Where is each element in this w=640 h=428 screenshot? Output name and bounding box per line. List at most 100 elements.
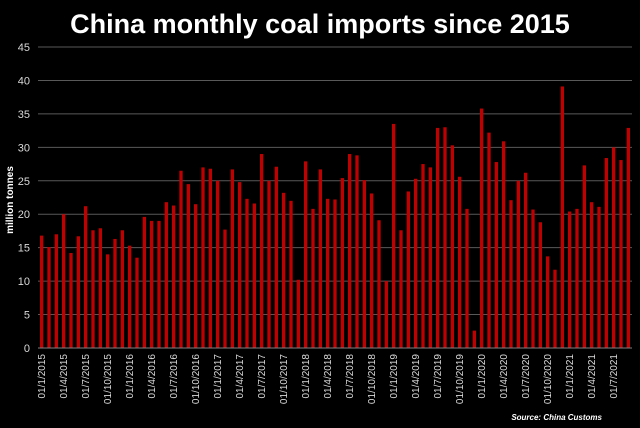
bar <box>76 236 80 348</box>
y-tick-label: 45 <box>18 42 30 54</box>
bar <box>406 191 410 348</box>
bar <box>260 154 264 348</box>
bar <box>582 165 586 348</box>
bar <box>296 279 300 348</box>
bar <box>326 198 330 348</box>
bar <box>560 86 564 348</box>
bar <box>289 200 293 348</box>
bar <box>98 228 102 348</box>
y-tick-label: 35 <box>18 109 30 121</box>
bar <box>194 204 198 348</box>
x-tick-label: 01/7/2017 <box>257 354 268 399</box>
x-tick-label: 01/10/2017 <box>279 354 290 404</box>
bar <box>54 234 58 348</box>
bar <box>164 202 168 348</box>
bar <box>84 206 88 348</box>
bar <box>370 193 374 348</box>
x-tick-label: 01/10/2015 <box>103 354 114 404</box>
x-tick-label: 01/4/2019 <box>411 354 422 399</box>
x-tick-label: 01/1/2016 <box>125 354 136 399</box>
x-tick-label: 01/1/2015 <box>37 354 48 399</box>
x-tick-label: 01/7/2021 <box>609 354 620 399</box>
bar <box>47 246 51 348</box>
x-tick-label: 01/10/2018 <box>367 354 378 404</box>
bar <box>509 200 513 348</box>
bar <box>311 208 315 348</box>
bar <box>516 180 520 348</box>
y-tick-label: 10 <box>18 276 30 288</box>
x-axis-ticks: 01/1/2015 01/4/2015 01/7/2015 01/10/2015 01/… <box>37 354 620 404</box>
bar <box>318 169 322 348</box>
bar <box>62 214 66 348</box>
bar <box>91 230 95 348</box>
x-tick-label: 01/10/2020 <box>543 354 554 404</box>
bar <box>392 123 396 348</box>
x-tick-label: 01/1/2021 <box>565 354 576 399</box>
bar <box>362 180 366 348</box>
y-axis-label: million tonnes <box>5 166 16 234</box>
bar <box>216 180 220 348</box>
x-tick-label: 01/4/2020 <box>499 354 510 399</box>
bar <box>612 147 616 348</box>
bar <box>340 178 344 348</box>
y-tick-label: 5 <box>24 310 30 322</box>
x-tick-label: 01/10/2016 <box>191 354 202 404</box>
x-tick-label: 01/4/2015 <box>59 354 70 399</box>
bar <box>399 230 403 348</box>
x-tick-label: 01/1/2017 <box>213 354 224 399</box>
bar <box>480 108 484 348</box>
bar <box>135 257 139 348</box>
bar <box>524 172 528 348</box>
bar <box>238 182 242 348</box>
chart-title: China monthly coal imports since 2015 <box>70 9 570 39</box>
bar <box>450 145 454 348</box>
bar-series <box>40 86 630 349</box>
y-axis-ticks: 0 5 10 15 20 25 30 35 40 45 <box>18 42 30 355</box>
bar <box>487 132 491 348</box>
bar <box>465 208 469 348</box>
bar <box>472 330 476 348</box>
bar <box>575 208 579 348</box>
x-tick-label: 01/4/2021 <box>587 354 598 399</box>
x-tick-label: 01/4/2017 <box>235 354 246 399</box>
x-tick-label: 01/1/2019 <box>389 354 400 399</box>
bar <box>502 141 506 348</box>
bar <box>443 127 447 349</box>
bar <box>230 169 234 348</box>
bar <box>223 229 227 348</box>
bar <box>597 206 601 348</box>
bar <box>128 245 132 348</box>
x-tick-label: 01/10/2019 <box>455 354 466 404</box>
bar <box>355 155 359 348</box>
bar <box>157 220 161 348</box>
bar <box>436 127 440 349</box>
bar <box>546 256 550 348</box>
bar <box>553 269 557 348</box>
bar <box>428 167 432 348</box>
x-tick-label: 01/1/2018 <box>301 354 312 399</box>
bar <box>626 127 630 349</box>
bar <box>458 176 462 348</box>
bar <box>568 211 572 348</box>
bar <box>179 170 183 348</box>
x-tick-label: 01/1/2020 <box>477 354 488 399</box>
bar <box>604 158 608 348</box>
x-tick-label: 01/7/2016 <box>169 354 180 399</box>
y-tick-label: 0 <box>24 343 30 355</box>
bar <box>40 235 44 348</box>
bar <box>333 199 337 348</box>
bar <box>531 209 535 348</box>
bar <box>150 220 154 348</box>
bar <box>113 238 117 348</box>
bar <box>245 198 249 348</box>
y-tick-label: 25 <box>18 176 30 188</box>
bar <box>590 202 594 348</box>
bar <box>384 281 388 348</box>
bar <box>142 216 146 348</box>
bar <box>172 205 176 348</box>
bar <box>252 203 256 348</box>
bar <box>106 254 110 348</box>
x-tick-label: 01/7/2020 <box>521 354 532 399</box>
